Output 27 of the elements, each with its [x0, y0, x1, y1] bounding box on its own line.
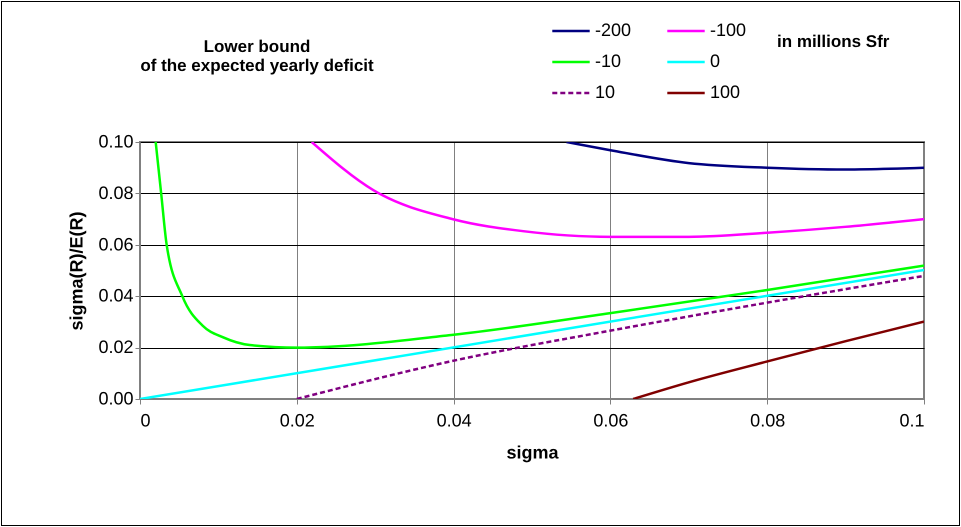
x-tick-label: 0.1: [899, 410, 924, 430]
x-tick-label: 0.02: [280, 410, 315, 430]
legend-label: -200: [595, 20, 632, 40]
line-series: [632, 320, 924, 399]
y-tick-label: 0.06: [98, 234, 134, 254]
y-tick-label: 0.04: [98, 286, 134, 306]
x-axis-title: sigma: [506, 442, 560, 462]
text: in millions Sfr: [777, 32, 890, 52]
line-series: [154, 142, 924, 349]
line-series: [565, 142, 924, 171]
y-tick-label: 0.08: [98, 182, 134, 203]
x-tick-label: 0.06: [593, 410, 628, 430]
legend-label: 10: [595, 82, 616, 102]
legend-title: Lower bound of the expected yearly deficit: [140, 37, 374, 75]
legend-label: 100: [710, 82, 740, 102]
line-series: [296, 274, 924, 399]
legend-label: -100: [710, 20, 746, 40]
x-tick-label: 0: [140, 410, 151, 430]
y-tick-label: 0.10: [98, 132, 134, 152]
x-tick-label: 0.04: [436, 410, 472, 430]
y-tick-label: 0.00: [98, 388, 134, 408]
y-axis-title: sigma(R)/E(R): [66, 211, 86, 331]
legend-label: 0: [710, 51, 720, 71]
line-series: [310, 142, 924, 238]
x-tick-label: 0.08: [750, 410, 786, 430]
legend-label: -10: [595, 51, 622, 71]
y-tick-label: 0.02: [98, 337, 134, 358]
